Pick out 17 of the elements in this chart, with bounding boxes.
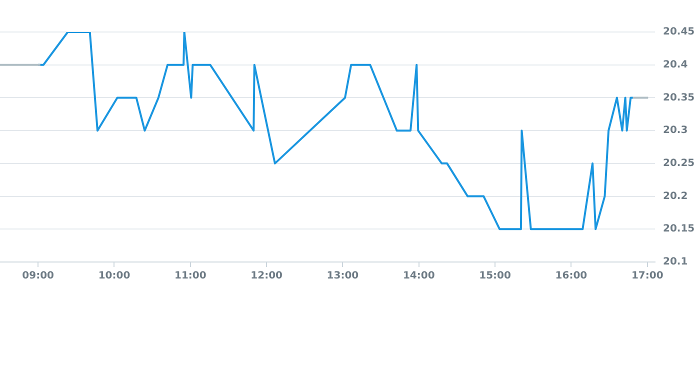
y-tick-label: 20.25 [663,158,695,170]
x-tick-label: 15:00 [479,270,512,282]
y-tick-label: 20.45 [663,26,695,38]
x-tick-label: 11:00 [174,270,206,282]
y-tick-label: 20.4 [663,59,688,70]
y-tick-label: 20.1 [663,256,688,268]
x-tick-label: 12:00 [250,270,283,282]
y-tick-label: 20.15 [663,224,695,235]
x-tick-label: 13:00 [326,270,359,282]
x-tick-label: 17:00 [631,270,664,282]
y-tick-label: 20.3 [663,125,688,136]
y-tick-label: 20.2 [663,190,688,202]
x-tick-label: 10:00 [98,270,130,282]
x-tick-label: 09:00 [22,270,54,282]
x-tick-label: 16:00 [555,270,588,282]
x-tick-label: 14:00 [402,270,435,282]
y-tick-label: 20.35 [663,92,695,104]
